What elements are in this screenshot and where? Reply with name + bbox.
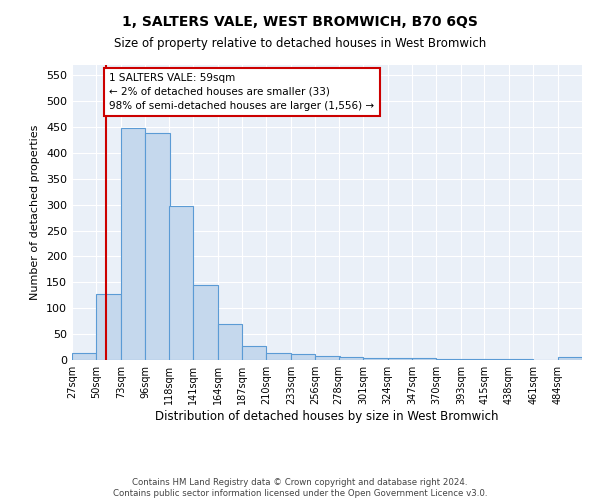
Bar [363,358,388,360]
Bar [316,356,340,360]
Text: 1, SALTERS VALE, WEST BROMWICH, B70 6QS: 1, SALTERS VALE, WEST BROMWICH, B70 6QS [122,15,478,29]
Bar [97,294,121,360]
Bar [484,359,509,360]
Bar [338,357,363,360]
Bar [436,359,461,360]
Bar [242,346,266,360]
Bar [557,357,582,360]
Y-axis label: Number of detached properties: Number of detached properties [31,125,40,300]
Bar [218,324,242,360]
Text: 1 SALTERS VALE: 59sqm
← 2% of detached houses are smaller (33)
98% of semi-detac: 1 SALTERS VALE: 59sqm ← 2% of detached h… [109,73,374,111]
X-axis label: Distribution of detached houses by size in West Bromwich: Distribution of detached houses by size … [155,410,499,423]
Bar [461,359,485,360]
Bar [193,285,218,360]
Bar [72,353,97,360]
Bar [266,353,291,360]
Bar [121,128,145,360]
Bar [388,358,412,360]
Bar [291,354,316,360]
Bar [169,206,193,360]
Text: Size of property relative to detached houses in West Bromwich: Size of property relative to detached ho… [114,38,486,51]
Text: Contains HM Land Registry data © Crown copyright and database right 2024.
Contai: Contains HM Land Registry data © Crown c… [113,478,487,498]
Bar [412,358,436,360]
Bar [145,134,170,360]
